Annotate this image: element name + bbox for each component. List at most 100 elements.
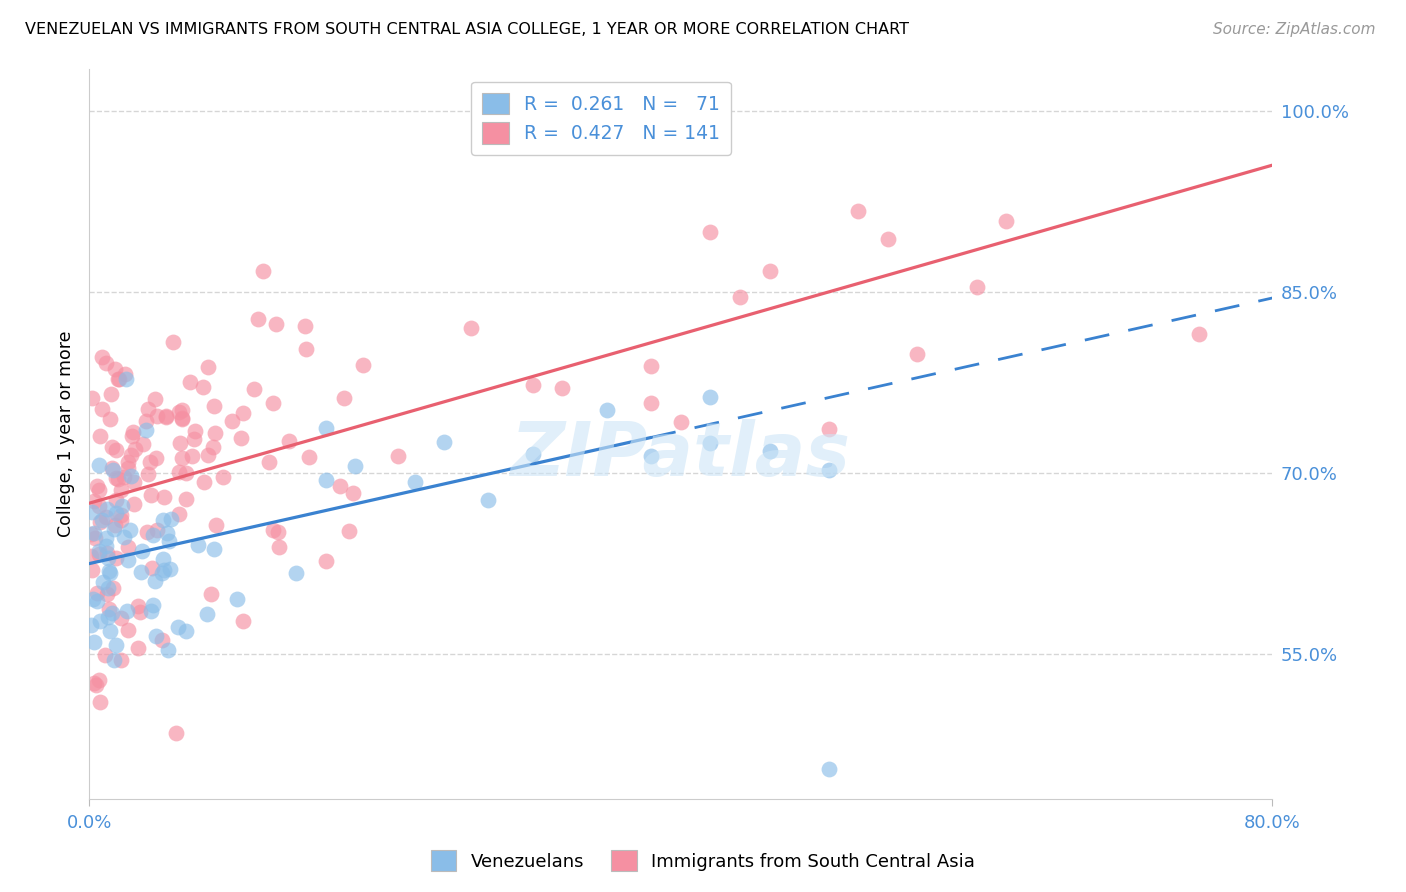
Point	[129, 566, 152, 580]
Point	[699, 390, 721, 404]
Point	[153, 563, 176, 577]
Point	[86, 586, 108, 600]
Point	[174, 466, 197, 480]
Point	[79, 549, 101, 563]
Point	[89, 429, 111, 443]
Point	[278, 434, 301, 448]
Point	[143, 392, 166, 406]
Point	[79, 618, 101, 632]
Point	[329, 479, 352, 493]
Point	[202, 399, 225, 413]
Point	[170, 451, 193, 466]
Point	[267, 540, 290, 554]
Point	[84, 677, 107, 691]
Point	[699, 225, 721, 239]
Point	[139, 488, 162, 502]
Point	[115, 605, 138, 619]
Point	[122, 475, 145, 489]
Point	[105, 493, 128, 508]
Point	[262, 396, 284, 410]
Point	[96, 502, 118, 516]
Point	[197, 360, 219, 375]
Point	[79, 526, 101, 541]
Point	[135, 524, 157, 539]
Point	[342, 485, 364, 500]
Point	[170, 403, 193, 417]
Text: Source: ZipAtlas.com: Source: ZipAtlas.com	[1212, 22, 1375, 37]
Point	[107, 372, 129, 386]
Point	[294, 318, 316, 333]
Point	[98, 411, 121, 425]
Point	[117, 623, 139, 637]
Point	[128, 605, 150, 619]
Point	[170, 410, 193, 425]
Point	[105, 506, 128, 520]
Point	[117, 460, 139, 475]
Point	[117, 540, 139, 554]
Point	[139, 604, 162, 618]
Point	[141, 561, 163, 575]
Point	[146, 523, 169, 537]
Point	[94, 531, 117, 545]
Point	[876, 232, 898, 246]
Point	[169, 465, 191, 479]
Point	[180, 449, 202, 463]
Text: VENEZUELAN VS IMMIGRANTS FROM SOUTH CENTRAL ASIA COLLEGE, 1 YEAR OR MORE CORRELA: VENEZUELAN VS IMMIGRANTS FROM SOUTH CENT…	[25, 22, 910, 37]
Point	[169, 435, 191, 450]
Point	[551, 381, 574, 395]
Point	[205, 518, 228, 533]
Text: ZIPatlas: ZIPatlas	[510, 419, 851, 492]
Point	[315, 474, 337, 488]
Point	[294, 343, 316, 357]
Point	[1187, 327, 1209, 342]
Point	[91, 514, 114, 528]
Point	[83, 676, 105, 690]
Point	[267, 524, 290, 539]
Point	[83, 635, 105, 649]
Point	[122, 425, 145, 439]
Point	[101, 440, 124, 454]
Point	[315, 421, 337, 435]
Point	[221, 414, 243, 428]
Point	[817, 422, 839, 436]
Point	[179, 375, 201, 389]
Point	[117, 455, 139, 469]
Point	[817, 762, 839, 776]
Point	[191, 380, 214, 394]
Point	[252, 264, 274, 278]
Legend: Venezuelans, Immigrants from South Central Asia: Venezuelans, Immigrants from South Centr…	[423, 843, 983, 879]
Point	[90, 350, 112, 364]
Point	[100, 461, 122, 475]
Point	[145, 574, 167, 588]
Point	[156, 643, 179, 657]
Point	[204, 425, 226, 440]
Point	[152, 513, 174, 527]
Point	[758, 264, 780, 278]
Point	[89, 483, 111, 497]
Point	[80, 505, 103, 519]
Point	[232, 406, 254, 420]
Point	[197, 607, 219, 621]
Point	[817, 463, 839, 477]
Point	[82, 563, 104, 577]
Point	[89, 694, 111, 708]
Point	[187, 538, 209, 552]
Point	[103, 653, 125, 667]
Point	[184, 425, 207, 439]
Point	[159, 562, 181, 576]
Point	[596, 402, 619, 417]
Point	[97, 551, 120, 566]
Point	[117, 553, 139, 567]
Point	[640, 395, 662, 409]
Point	[112, 530, 135, 544]
Point	[114, 470, 136, 484]
Point	[162, 335, 184, 350]
Point	[118, 524, 141, 538]
Point	[315, 554, 337, 568]
Point	[264, 317, 287, 331]
Point	[87, 543, 110, 558]
Point	[285, 566, 308, 580]
Point	[333, 391, 356, 405]
Point	[136, 401, 159, 416]
Point	[155, 410, 177, 425]
